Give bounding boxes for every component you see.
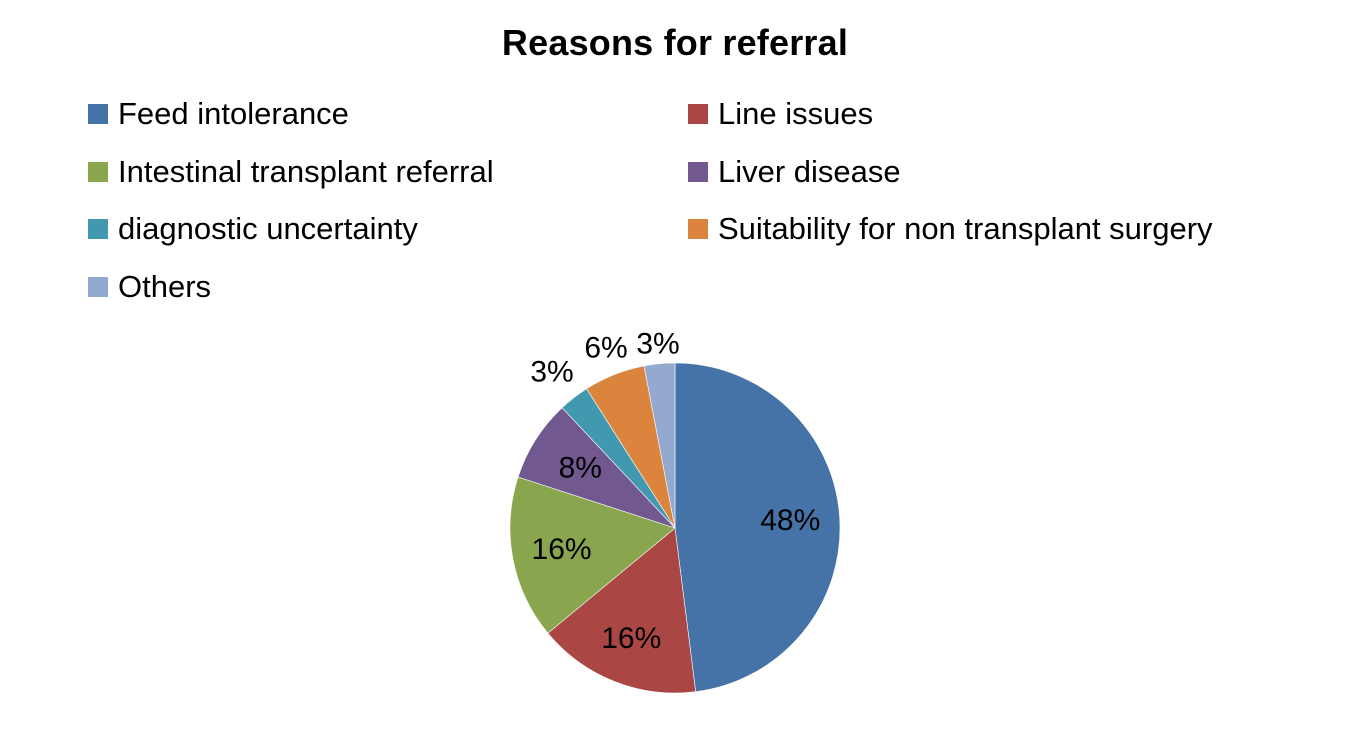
legend-item-liver-disease: Liver disease xyxy=(688,152,901,192)
legend-label: Feed intolerance xyxy=(118,96,349,131)
slice-data-label: 16% xyxy=(532,533,592,566)
legend-swatch xyxy=(688,219,708,239)
pie-slice-feed-intolerance xyxy=(674,362,841,693)
slice-data-label: 3% xyxy=(636,328,679,361)
legend-item-suitability-non-transplant-surgery: Suitability for non transplant surgery xyxy=(688,209,1213,249)
chart-title: Reasons for referral xyxy=(501,22,849,63)
pie-slice-intestinal-transplant-referral xyxy=(509,476,676,634)
slice-data-label: 6% xyxy=(584,332,627,365)
slice-data-label: 16% xyxy=(601,622,661,655)
legend-item-line-issues: Line issues xyxy=(688,94,873,134)
legend-item-intestinal-transplant-referral: Intestinal transplant referral xyxy=(88,152,494,192)
legend-swatch xyxy=(88,162,108,182)
slice-data-label: 48% xyxy=(760,504,820,537)
slice-data-label: 8% xyxy=(559,451,602,484)
legend-label: Intestinal transplant referral xyxy=(118,154,494,189)
legend-swatch xyxy=(88,104,108,124)
legend-label: Line issues xyxy=(718,96,874,131)
legend-label: Liver disease xyxy=(718,154,901,189)
legend-label: Others xyxy=(118,269,212,304)
legend-swatch xyxy=(88,277,108,297)
chart-legend: Feed intolerance Line issues Intestinal … xyxy=(0,0,1350,320)
pie-slice-line-issues xyxy=(547,527,697,694)
legend-swatch xyxy=(688,162,708,182)
legend-label: diagnostic uncertainty xyxy=(118,211,418,246)
legend-item-diagnostic-uncertainty: diagnostic uncertainty xyxy=(88,209,418,249)
legend-item-feed-intolerance: Feed intolerance xyxy=(88,94,349,134)
legend-item-others: Others xyxy=(88,267,211,307)
pie-slice-others xyxy=(643,362,676,529)
legend-swatch xyxy=(688,104,708,124)
slice-data-label: 3% xyxy=(530,356,573,389)
legend-swatch xyxy=(88,219,108,239)
legend-label: Suitability for non transplant surgery xyxy=(718,211,1213,246)
